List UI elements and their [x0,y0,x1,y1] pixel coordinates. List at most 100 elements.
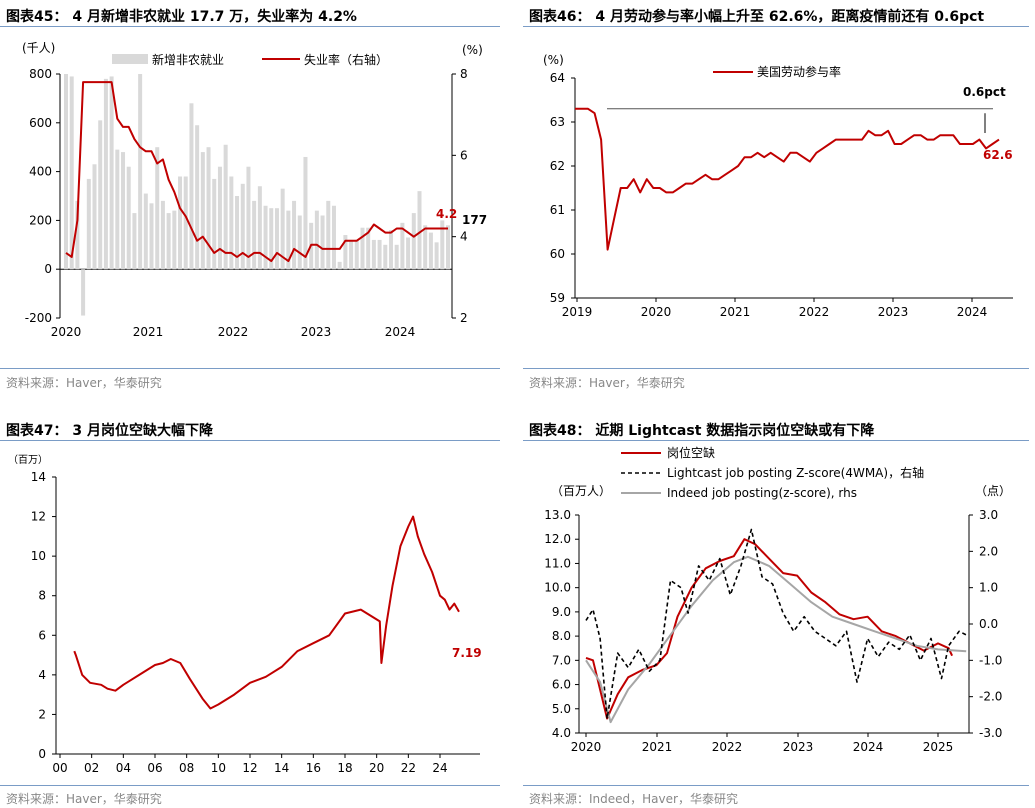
source-note: 资料来源：Haver，华泰研究 [529,376,685,390]
posting-chart: （百万人） （点） 13.0 12.0 11.0 10.0 9.0 8.0 7.0 6.0 5.0 4… [544,445,1011,754]
y-tick-label: 62 [550,159,565,173]
payroll-bar [235,196,240,270]
y-axis-left-title: （百万人） [551,484,611,498]
y-tick-label-right: -2.0 [979,690,1002,704]
payroll-bar [326,200,331,270]
chart-title: 图表48： 近期 Lightcast 数据指示岗位空缺或有下降 [529,423,875,439]
participation-line [575,107,1000,251]
payroll-bar [423,225,428,270]
payroll-bar [280,188,285,270]
payroll-end-label: 177 [462,213,487,227]
y-tick-label-left: 6.0 [552,678,571,692]
legend-label: 美国劳动参与率 [757,64,841,79]
y-tick-label: 4 [38,668,46,682]
payroll-bar [292,200,297,270]
y-tick-label-left: 8.0 [552,629,571,643]
x-tick-label: 22 [401,761,416,775]
legend-label: Indeed job posting(z-score), rhs [667,486,857,500]
y-axis-left-title: (千人) [22,41,55,55]
x-tick-label: 04 [116,761,131,775]
payroll-bar [223,144,228,270]
x-tick-label: 18 [337,761,352,775]
x-tick-label: 08 [179,761,194,775]
y-tick-label-left: 11.0 [544,556,571,570]
payroll-bar [446,225,450,270]
y-tick-label-left: 800 [29,67,52,81]
y-tick-label-left: 7.0 [552,653,571,667]
payroll-bar [143,193,148,270]
y-axis-right-title: （点） [975,484,1011,498]
y-tick-label-right: 4 [460,230,468,244]
payroll-bar [155,147,160,270]
payroll-bar [160,200,165,270]
payroll-bar [81,269,86,316]
chart-panel-47: 图表47： 3 月岗位空缺大幅下降 （百万） 14 12 10 8 6 4 2 0 00 02 04 0… [0,415,512,808]
x-tick-label: 14 [274,761,289,775]
payroll-bar [388,230,393,270]
payroll-bar [428,232,433,270]
y-tick-label-right: 3.0 [979,508,998,522]
y-tick-label-left: 4.0 [552,726,571,740]
payroll-bar [92,164,97,270]
y-tick-label-left: 5.0 [552,702,571,716]
legend-label: 新增非农就业 [152,52,224,67]
y-tick-label-left: 9.0 [552,605,571,619]
payroll-bar [149,203,154,270]
payroll-bar [269,208,274,270]
source-rule [0,785,500,786]
source-note: 资料来源：Haver，华泰研究 [6,792,162,806]
y-tick-label-left: 200 [29,213,52,227]
x-tick-label: 2022 [712,740,743,754]
x-tick-label: 2021 [133,325,164,339]
y-axis-title: (%) [543,53,564,67]
y-tick-label-right: 2.0 [979,544,998,558]
source-rule [523,368,1029,369]
y-tick-label: 14 [31,470,46,484]
legend-label: Lightcast job posting Z-score(4WMA)，右轴 [667,465,924,480]
payroll-bar [354,239,359,270]
payroll-bar [314,210,319,270]
x-tick-label: 00 [52,761,67,775]
y-tick-label: 63 [550,115,565,129]
payroll-bar [195,125,200,270]
y-axis-right-title: (%) [462,43,483,57]
y-tick-label: 12 [31,510,46,524]
payroll-bar [440,220,445,270]
payroll-bar [377,239,382,270]
payroll-bar [200,152,205,270]
title-rule [523,26,1029,27]
payroll-bar [64,74,68,270]
chart-title: 图表46： 4 月劳动参与率小幅上升至 62.6%，距离疫情前还有 0.6pct [529,9,985,25]
openings-line [73,515,460,710]
payroll-bar [126,166,131,270]
x-tick-label: 20 [369,761,384,775]
x-tick-label: 2019 [562,305,593,319]
indeed-line [585,555,967,724]
payroll-bar [274,208,279,270]
payroll-bar [206,147,211,270]
y-tick-label: 10 [31,549,46,563]
payroll-bar [252,200,257,270]
payroll-bar [183,176,188,270]
payroll-bar [138,74,143,270]
payroll-bar [349,239,354,270]
y-tick-label-right: 2 [460,311,468,325]
openings-end-label: 7.19 [452,646,482,660]
payroll-bar [229,176,234,270]
payroll-bar [331,205,336,270]
x-tick-label: 02 [84,761,99,775]
payroll-bar [217,166,222,270]
y-tick-label: 0 [38,747,46,761]
payroll-bar [406,237,411,270]
x-tick-label: 06 [147,761,162,775]
x-tick-label: 2025 [923,740,954,754]
y-tick-label-right: 1.0 [979,581,998,595]
payroll-bar [263,205,268,270]
payroll-bar [400,222,405,270]
chart-title: 图表45： 4 月新增非农就业 17.7 万，失业率为 4.2% [6,9,357,25]
y-tick-label: 6 [38,628,46,642]
unemployment-line [65,81,448,263]
y-tick-label-left: 400 [29,165,52,179]
payroll-bar [360,227,365,270]
